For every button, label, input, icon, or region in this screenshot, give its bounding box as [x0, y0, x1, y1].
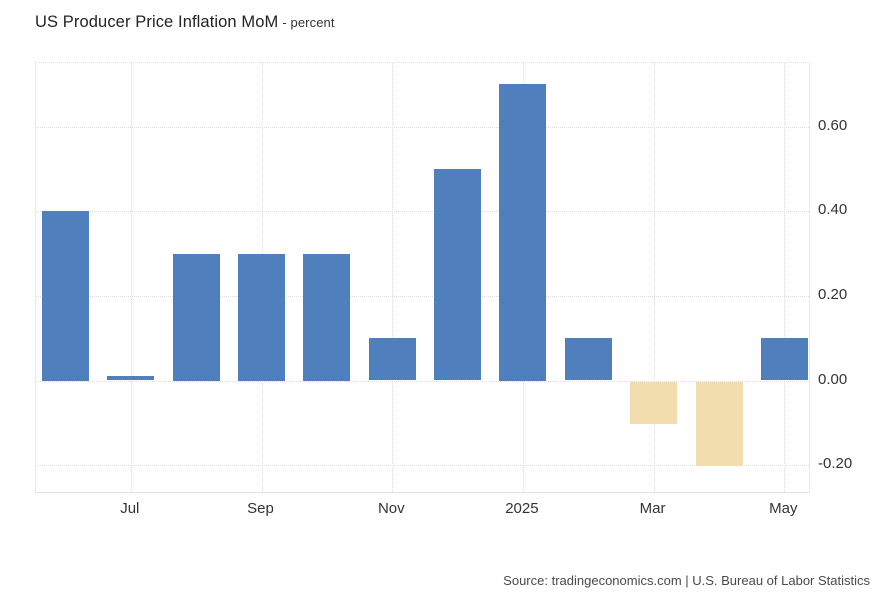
y-axis-tick-label: 0.20	[818, 285, 848, 303]
y-grid-line	[36, 380, 809, 382]
y-axis-tick-label: 0.00	[818, 370, 848, 388]
x-axis-tick-label: 2025	[505, 500, 539, 517]
bar[interactable]	[303, 253, 351, 381]
x-axis-tick-label: Nov	[377, 500, 405, 517]
bar[interactable]	[695, 381, 743, 467]
source-credit: Source: tradingeconomics.com | U.S. Bure…	[503, 573, 870, 588]
x-axis-tick-label: Jul	[120, 500, 140, 517]
plot-area	[35, 62, 810, 493]
bar[interactable]	[368, 338, 416, 381]
x-grid-line	[653, 63, 655, 492]
x-axis-tick-label: Sep	[247, 500, 274, 517]
bar[interactable]	[238, 253, 285, 381]
bar[interactable]	[499, 84, 547, 381]
y-axis-tick-label: -0.20	[818, 455, 853, 473]
bar[interactable]	[630, 381, 678, 424]
y-grid-line	[36, 295, 809, 297]
chart-title: US Producer Price Inflation MoM - percent	[35, 13, 335, 32]
x-grid-line	[392, 63, 394, 492]
y-grid-line	[36, 465, 809, 467]
bar[interactable]	[42, 211, 89, 381]
x-axis-tick-label: Mar	[639, 500, 666, 517]
bar[interactable]	[434, 168, 482, 381]
y-axis-tick-label: 0.60	[818, 116, 848, 134]
bar[interactable]	[564, 338, 612, 381]
x-grid-line	[130, 63, 132, 492]
y-axis-tick-label: 0.40	[818, 201, 848, 219]
chart-title-text: US Producer Price Inflation MoM	[35, 13, 279, 31]
y-grid-line	[36, 211, 809, 213]
bar[interactable]	[107, 376, 155, 381]
x-grid-line	[784, 63, 786, 492]
bar[interactable]	[172, 253, 220, 381]
x-axis-tick-label: May	[769, 500, 798, 517]
y-grid-line	[36, 126, 809, 128]
bar[interactable]	[760, 338, 808, 381]
chart-subtitle: - percent	[282, 15, 335, 30]
